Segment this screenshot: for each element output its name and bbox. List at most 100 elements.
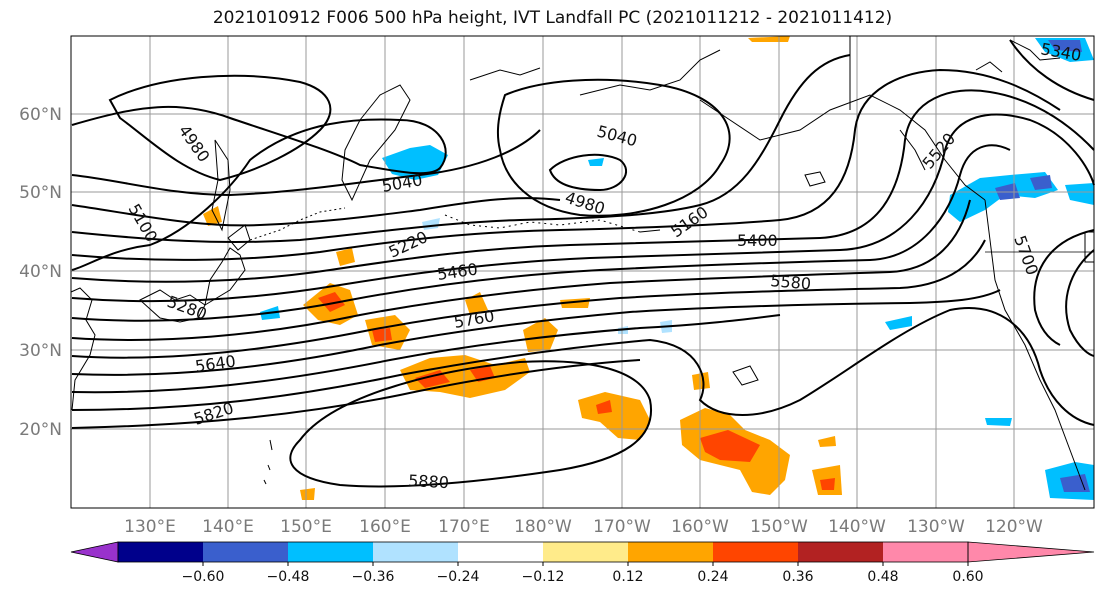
graticule (71, 36, 1094, 508)
ivt-shade-positive (818, 436, 836, 447)
ivt-shade-positive (523, 318, 558, 352)
contour-5280 (71, 89, 1095, 283)
latitude-label: 40°N (19, 262, 62, 282)
ivt-shade-negative (1065, 183, 1094, 205)
contour-5340 (71, 113, 1095, 303)
colorbar-swatch (713, 542, 798, 562)
contour-5160 (71, 54, 851, 243)
colorbar-tick-label: −0.12 (522, 569, 565, 585)
longitude-label: 120°W (985, 517, 1043, 537)
longitude-label: 140°E (202, 517, 254, 537)
contour-5040-low (496, 78, 731, 217)
coastline-islands (263, 439, 273, 485)
contour-5520 (71, 239, 986, 359)
latitude-label: 30°N (19, 341, 62, 361)
ivt-shade-positive (336, 248, 355, 266)
contour-5640 (71, 314, 781, 394)
contour-5400 (71, 144, 1011, 322)
coastline-canada-islands (975, 61, 1003, 73)
latitude-label: 60°N (19, 105, 62, 125)
ivt-shade-strong-negative (1030, 175, 1052, 190)
contour-label: 5880 (408, 471, 450, 492)
ivt-shade-strong (596, 400, 612, 414)
colorbar-swatch (373, 542, 458, 562)
colorbar-tick-label: −0.36 (352, 569, 395, 585)
coastline-kuril (249, 207, 346, 241)
ivt-shade-strong (372, 328, 392, 342)
contour-5220 (71, 68, 1061, 261)
colorbar-swatch (543, 542, 628, 562)
coastline-aleutian-end (639, 229, 661, 233)
height-contours (71, 39, 1095, 488)
contour-5400-north (1009, 39, 1095, 101)
colorbar-extend-low (70, 541, 119, 563)
ivt-shade-negative (948, 172, 1058, 222)
contour-5460 (71, 199, 971, 341)
ivt-shade-negative (985, 418, 1012, 426)
longitude-label: 140°W (828, 517, 886, 537)
colorbar-swatch (203, 542, 288, 562)
colorbar-swatch (458, 542, 543, 562)
colorbar-tick-label: −0.60 (182, 569, 225, 585)
colorbar-swatch (798, 542, 883, 562)
latitude-label: 50°N (19, 183, 62, 203)
ivt-shade-positive (400, 355, 530, 398)
longitude-label: 160°W (671, 517, 729, 537)
colorbar-tick-label: 0.24 (697, 569, 728, 585)
map-title: 2021010912 F006 500 hPa height, IVT Land… (212, 8, 893, 28)
coastline-honshu (204, 247, 246, 307)
contour-5160-west (71, 197, 561, 227)
ivt-shade-strong (700, 430, 760, 462)
ivt-shade-strong-negative (1060, 474, 1090, 492)
coastline-alaska-south (699, 94, 986, 201)
ivt-shade-strong (318, 292, 345, 312)
ivt-shade-negative (588, 158, 604, 166)
coastline-island (804, 171, 826, 187)
longitude-label: 180°W (514, 517, 572, 537)
colorbar-tick-label: 0.60 (952, 569, 983, 585)
contour-4980-low (548, 153, 628, 192)
colorbar-tick-label: −0.24 (437, 569, 480, 585)
ivt-shade-positive (300, 488, 315, 500)
colorbar-tick-label: 0.48 (867, 569, 898, 585)
coastline-chukotka (469, 67, 541, 81)
longitude-labels: 130°E 140°E 150°E 160°E 170°E 180°W 170°W 160°W… (124, 517, 1043, 537)
longitude-label: 130°E (124, 517, 176, 537)
colorbar-tick-label: 0.36 (782, 569, 813, 585)
contour-label: 5580 (770, 271, 812, 293)
contour-5880 (289, 360, 653, 488)
ivt-shade-strong-negative (1048, 40, 1082, 52)
ivt-shading (203, 36, 1094, 500)
contour-5580 (71, 289, 1001, 376)
colorbar-swatch (118, 542, 203, 562)
colorbar-tick-label: 0.12 (612, 569, 643, 585)
ivt-shade-positive (578, 392, 650, 440)
contour-5040-west (71, 129, 541, 197)
colorbar-extend-high (967, 541, 1095, 563)
longitude-label: 170°W (593, 517, 651, 537)
contour-4980 (108, 74, 332, 182)
latitude-label: 20°N (19, 420, 62, 440)
colorbar-tick-label: −0.48 (267, 569, 310, 585)
contour-5760-east (1065, 249, 1095, 357)
longitude-label: 130°W (907, 517, 965, 537)
contour-5640-east (1033, 229, 1095, 346)
coastline-kamchatka (341, 84, 411, 202)
contour-label: 5400 (737, 231, 778, 250)
longitude-label: 160°E (359, 517, 411, 537)
contour-5700 (71, 307, 1095, 426)
longitude-label: 170°E (438, 517, 490, 537)
colorbar-swatch (628, 542, 713, 562)
ivt-shade-strong (820, 478, 835, 490)
longitude-label: 150°E (280, 517, 332, 537)
contour-5100 (71, 105, 447, 271)
ivt-shade-positive (692, 372, 710, 390)
coastline-west-america (984, 199, 1086, 491)
colorbar-swatch (883, 542, 968, 562)
colorbar: −0.60 −0.48 −0.36 −0.24 −0.12 0.12 0.24 0.36 0.4… (70, 541, 1095, 585)
coastline-canada-north (1009, 39, 1061, 61)
plot-frame (70, 35, 1095, 509)
colorbar-swatch (288, 542, 373, 562)
coastline-hawaii (732, 365, 759, 386)
